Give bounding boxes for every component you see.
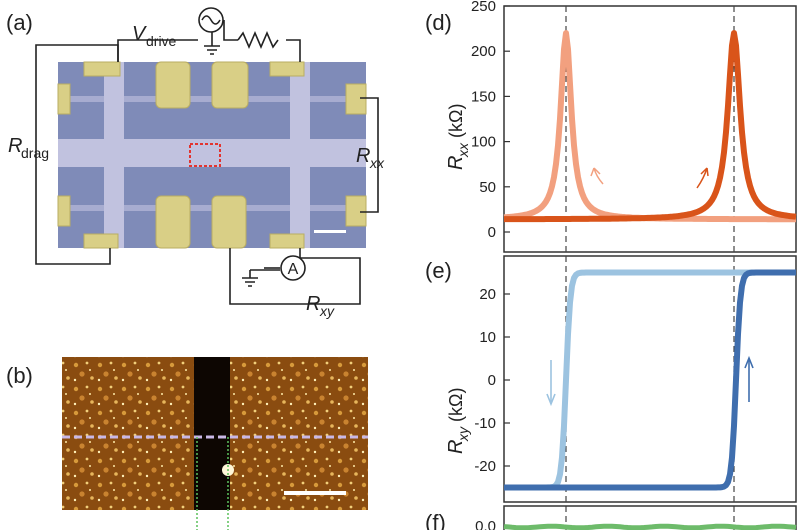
panel-e-label: (e): [425, 258, 452, 283]
v-drive-subscript: drive: [146, 33, 177, 49]
rxy-axis-unit: (kΩ): [446, 388, 466, 422]
drag-series-line: [503, 523, 797, 530]
rxy-y-ticks: 20 10 0 -10 -20: [474, 286, 510, 475]
rxy-down-arrowhead: [546, 393, 556, 407]
sweep-down-arrowhead: [590, 167, 601, 177]
rxy-axis-sub: xy: [455, 426, 471, 442]
r-drag-label: R: [8, 135, 22, 157]
rxy-tick-label-3: -10: [474, 415, 496, 432]
ammeter-label: A: [288, 261, 299, 278]
r-xx-label: R: [356, 145, 370, 167]
rxx-tick-label-0: 0: [488, 224, 496, 241]
v-drive-label: V: [132, 23, 147, 45]
panel-a-label: (a): [6, 10, 33, 35]
rxx-axis-main: R: [445, 156, 467, 170]
r-xy-subscript: xy: [319, 303, 335, 319]
rxx-sweep-up-line: [503, 30, 797, 223]
drag-tick-0: 0.0: [475, 518, 496, 530]
rxy-tick-label-4: -20: [474, 458, 496, 475]
rxy-up-arrowhead: [744, 355, 754, 369]
panel-d-label: (d): [425, 10, 452, 35]
region-marker: [189, 143, 221, 167]
rxy-sweep-up-line: [503, 269, 797, 491]
rxx-tick-label-5: 250: [471, 0, 496, 15]
rxx-tick-label-2: 100: [471, 134, 496, 151]
rxx-axis-unit: (kΩ): [446, 104, 466, 138]
rxx-axis-label: R xx (kΩ): [445, 104, 471, 170]
rxy-tick-label-0: 20: [479, 286, 496, 303]
afm-gap: [194, 357, 230, 510]
panel-f: (f) 0.0: [425, 505, 797, 530]
rxx-tick-label-1: 50: [479, 179, 496, 196]
rxy-tick-label-1: 10: [479, 329, 496, 346]
panel-b-label: (b): [6, 363, 33, 388]
rxx-tick-label-3: 150: [471, 88, 496, 105]
rxy-sweep-down-line: [503, 269, 797, 491]
circuit-wiring: [35, 20, 379, 305]
r-xx-subscript: xx: [369, 155, 385, 171]
contacts: [57, 61, 367, 249]
rxx-y-ticks: 0 50 100 150 200 250: [471, 0, 510, 241]
rxx-tick-label-4: 200: [471, 43, 496, 60]
rxx-axis-sub: xx: [455, 142, 471, 158]
panel-d: (d) 0 50 100 150 200 250 R xx (kΩ): [425, 0, 797, 253]
scale-bar: [314, 230, 346, 233]
sweep-up-arrow: [696, 167, 708, 189]
panel-f-label: (f): [425, 510, 446, 530]
rxy-plot-frame: [503, 255, 797, 503]
r-drag-subscript: drag: [21, 145, 49, 161]
drag-plot-frame: [503, 505, 797, 530]
ammeter: [280, 255, 306, 281]
rxx-plot-frame: [503, 5, 797, 253]
panel-b: (b): [6, 357, 368, 530]
rxy-tick-label-2: 0: [488, 372, 496, 389]
afm-scale-bar: [284, 491, 346, 495]
rxy-axis-label: R xy (kΩ): [445, 388, 471, 454]
sweep-up-arrowhead: [700, 167, 709, 177]
panel-a: (a): [6, 7, 385, 319]
panel-e: (e) 20 10 0 -10 -20 R xy (kΩ): [425, 255, 797, 530]
r-xy-label: R: [306, 293, 320, 315]
sine-icon: [201, 15, 221, 25]
rxy-axis-main: R: [445, 440, 467, 454]
